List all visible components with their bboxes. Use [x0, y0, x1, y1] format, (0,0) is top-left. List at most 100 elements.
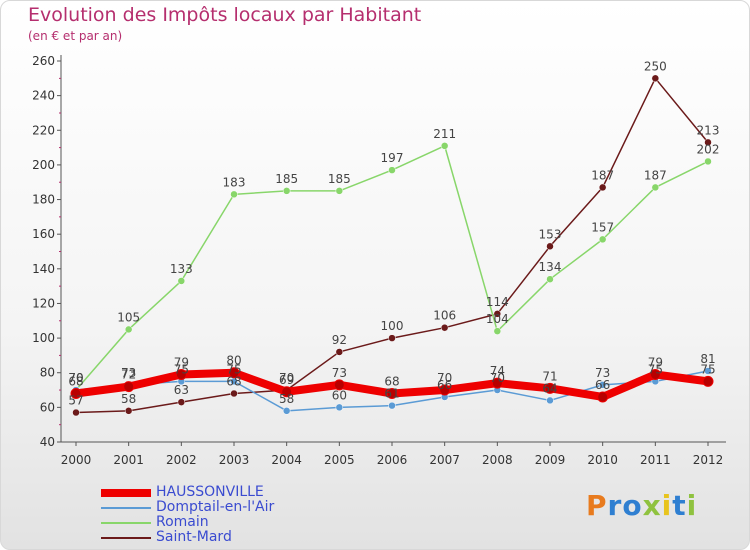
data-point — [70, 388, 82, 400]
data-label: 74 — [490, 364, 505, 378]
data-label: 70 — [68, 371, 83, 385]
data-label: 73 — [595, 366, 610, 380]
logo-letter: i — [686, 489, 698, 522]
data-label: 61 — [384, 387, 399, 401]
data-point — [228, 367, 240, 379]
y-tick-label: 40 — [40, 435, 55, 449]
data-point — [175, 368, 187, 380]
data-point — [388, 166, 396, 174]
data-label: 71 — [542, 369, 557, 383]
data-point — [546, 242, 554, 251]
data-point — [177, 398, 186, 406]
data-label: 70 — [68, 371, 83, 385]
data-label: 81 — [700, 352, 715, 366]
y-tick-label: 140 — [32, 262, 55, 276]
y-tick-label: 260 — [32, 54, 55, 68]
data-label: 60 — [332, 388, 347, 402]
logo-letter: r — [607, 489, 623, 522]
data-point — [124, 407, 133, 415]
data-label: 72 — [121, 368, 136, 382]
data-label: 68 — [68, 375, 83, 389]
y-tick-label: 80 — [40, 366, 55, 380]
data-point — [177, 277, 186, 285]
logo-letter: o — [622, 489, 643, 522]
data-label: 75 — [700, 362, 715, 376]
legend-swatch — [101, 537, 151, 539]
data-point — [651, 74, 660, 83]
x-tick-label: 2001 — [113, 453, 144, 467]
logo-letter: x — [642, 489, 662, 522]
data-point — [702, 375, 714, 387]
legend-label: HAUSSONVILLE — [156, 484, 264, 500]
data-point — [335, 403, 344, 412]
data-point — [440, 142, 449, 150]
data-label: 66 — [437, 378, 452, 392]
data-label: 134 — [539, 260, 562, 274]
chart-title: Evolution des Impôts locaux par Habitant — [28, 4, 422, 26]
data-label: 197 — [381, 151, 404, 165]
data-label: 213 — [697, 123, 720, 137]
data-point — [546, 396, 554, 405]
data-label: 153 — [539, 227, 562, 241]
x-tick-label: 2005 — [324, 453, 355, 467]
x-tick-label: 2003 — [219, 453, 250, 467]
series-line-saint-mard — [75, 77, 709, 414]
data-point — [230, 190, 238, 199]
y-tick-label: 160 — [32, 227, 55, 241]
data-label: 187 — [591, 168, 614, 182]
legend-item: Saint-Mard — [101, 530, 401, 545]
data-label: 75 — [226, 362, 241, 376]
data-label: 69 — [279, 373, 294, 387]
x-tick-label: 2002 — [166, 453, 197, 467]
data-label: 66 — [595, 378, 610, 392]
x-tick-label: 2007 — [429, 453, 460, 467]
data-label: 79 — [174, 355, 189, 369]
legend-item: Romain — [101, 515, 401, 530]
data-point — [544, 382, 556, 394]
data-point — [598, 183, 607, 192]
data-label: 100 — [381, 319, 404, 333]
legend-label: Romain — [156, 514, 209, 530]
line-chart: 40 60 80 100 120 140 160 180 200 220 240 260 2000 200… — [32, 54, 726, 467]
y-tick-label: 240 — [32, 89, 55, 103]
data-label: 183 — [223, 175, 246, 189]
logo-letter: P — [586, 489, 608, 522]
data-point — [333, 379, 345, 391]
y-tick-label: 180 — [32, 193, 55, 207]
data-label: 105 — [117, 310, 140, 324]
data-label: 106 — [433, 309, 456, 323]
data-label: 114 — [486, 295, 509, 309]
data-point — [704, 367, 712, 375]
data-point — [649, 368, 661, 380]
data-label: 68 — [384, 375, 399, 389]
data-label: 73 — [121, 366, 136, 380]
data-label: 185 — [328, 172, 351, 186]
data-point — [704, 157, 712, 166]
data-point — [72, 408, 80, 417]
logo-letter: i — [661, 489, 673, 522]
data-label: 187 — [644, 168, 667, 182]
data-label: 73 — [332, 366, 347, 380]
data-label: 70 — [279, 371, 294, 385]
legend-swatch — [101, 507, 151, 509]
legend-swatch — [101, 489, 151, 497]
data-point — [335, 187, 344, 195]
data-point — [123, 381, 135, 393]
x-tick-label: 2008 — [482, 453, 513, 467]
y-tick-label: 220 — [32, 123, 55, 137]
data-point — [124, 325, 133, 334]
data-label: 70 — [437, 371, 452, 385]
legend-label: Saint-Mard — [156, 529, 232, 545]
legend-label: Domptail-en-l'Air — [156, 499, 275, 515]
data-label: 157 — [591, 220, 614, 234]
data-label: 104 — [486, 312, 509, 326]
data-label: 63 — [174, 383, 189, 397]
x-tick-label: 2000 — [61, 453, 92, 467]
legend-swatch — [101, 522, 151, 524]
x-tick-label: 2004 — [271, 453, 302, 467]
data-point — [439, 384, 451, 396]
data-label: 70 — [490, 371, 505, 385]
legend: HAUSSONVILLE Domptail-en-l'Air Romain Saint… — [101, 485, 401, 545]
x-tick-label: 2012 — [693, 453, 724, 467]
y-tick-label: 100 — [32, 331, 55, 345]
